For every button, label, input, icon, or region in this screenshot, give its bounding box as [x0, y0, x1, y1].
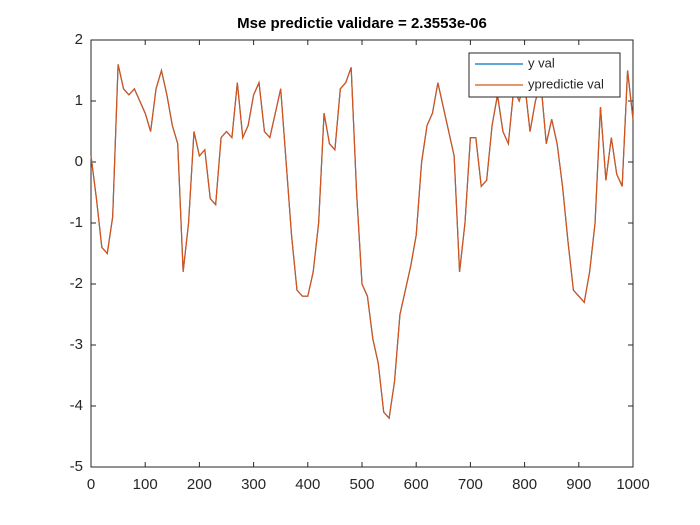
y-tick-label: -2: [70, 275, 83, 292]
x-tick-label: 900: [566, 476, 591, 493]
x-tick-label: 500: [349, 476, 374, 493]
y-tick-label: -4: [70, 397, 83, 414]
x-tick-label: 700: [458, 476, 483, 493]
legend-box: [468, 52, 621, 98]
x-tick-label: 600: [404, 476, 429, 493]
x-tick-label: 800: [512, 476, 537, 493]
y-tick-label: -3: [70, 336, 83, 353]
y-tick-label: 2: [75, 31, 83, 48]
x-tick-label: 0: [87, 476, 95, 493]
y-tick-label: 0: [75, 153, 83, 170]
axes-box: [90, 39, 634, 468]
y-tick-label: -5: [70, 458, 83, 475]
x-tick-label: 400: [295, 476, 320, 493]
series-line: [90, 64, 634, 420]
legend-label: y val: [528, 55, 555, 70]
x-tick-label: 100: [133, 476, 158, 493]
x-tick-label: 1000: [616, 476, 649, 493]
y-tick-label: 1: [75, 92, 83, 109]
legend-label: ypredictie val: [528, 76, 604, 91]
x-tick-label: 300: [241, 476, 266, 493]
y-tick-label: -1: [70, 214, 83, 231]
x-tick-label: 200: [187, 476, 212, 493]
chart-title: Mse predictie validare = 2.3553e-06: [237, 15, 487, 32]
